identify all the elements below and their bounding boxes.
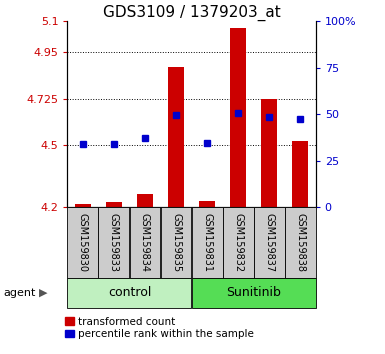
Bar — [67, 207, 98, 278]
Text: GSM159831: GSM159831 — [202, 213, 212, 272]
Text: GSM159837: GSM159837 — [264, 213, 274, 272]
Text: GSM159833: GSM159833 — [109, 213, 119, 272]
Text: control: control — [108, 286, 151, 299]
Text: ▶: ▶ — [38, 288, 47, 298]
Text: GSM159835: GSM159835 — [171, 213, 181, 272]
Text: GSM159834: GSM159834 — [140, 213, 150, 272]
Bar — [192, 278, 316, 308]
Bar — [106, 202, 122, 207]
Bar — [192, 207, 223, 278]
Text: GSM159830: GSM159830 — [78, 213, 88, 272]
Bar — [129, 207, 161, 278]
Text: GSM159832: GSM159832 — [233, 213, 243, 272]
Title: GDS3109 / 1379203_at: GDS3109 / 1379203_at — [103, 5, 280, 21]
Bar — [285, 207, 316, 278]
Text: agent: agent — [4, 288, 36, 298]
Bar — [223, 207, 254, 278]
Text: GSM159838: GSM159838 — [295, 213, 305, 272]
Bar — [168, 67, 184, 207]
Bar — [75, 204, 90, 207]
Bar — [137, 194, 153, 207]
Legend: transformed count, percentile rank within the sample: transformed count, percentile rank withi… — [65, 317, 254, 339]
Bar — [230, 28, 246, 207]
Bar — [293, 141, 308, 207]
Bar — [67, 278, 191, 308]
Text: Sunitinib: Sunitinib — [226, 286, 281, 299]
Bar — [261, 99, 277, 207]
Bar — [254, 207, 285, 278]
Bar — [199, 201, 215, 207]
Bar — [99, 207, 129, 278]
Bar — [161, 207, 191, 278]
